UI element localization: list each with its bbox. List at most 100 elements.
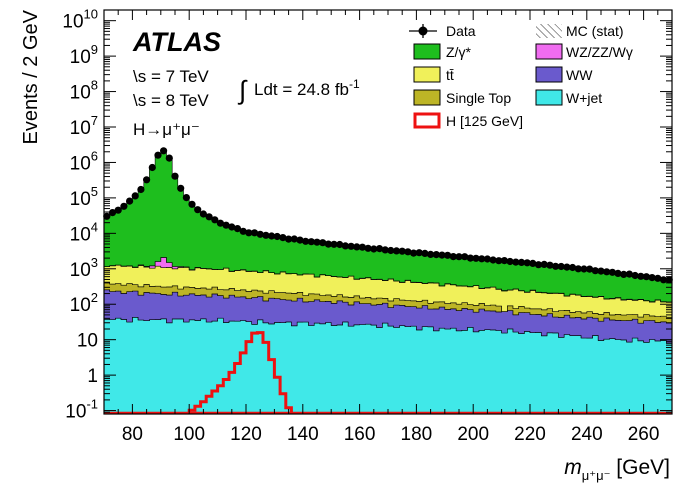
legend-zgamma: Z/γ* bbox=[413, 43, 471, 60]
x-tick-label: 160 bbox=[344, 424, 376, 445]
legend-wjet: W+jet bbox=[535, 89, 602, 106]
svg-text:Data: Data bbox=[446, 23, 476, 39]
data-point bbox=[381, 246, 389, 254]
data-point bbox=[552, 262, 560, 270]
experiment-label: ATLAS bbox=[132, 27, 221, 57]
data-point bbox=[625, 270, 634, 278]
data-point bbox=[398, 247, 406, 255]
svg-text:MC (stat): MC (stat) bbox=[566, 23, 624, 39]
legend-higgs: H [125 GeV] bbox=[413, 112, 523, 129]
data-point bbox=[466, 254, 474, 262]
data-point bbox=[637, 272, 645, 280]
data-point bbox=[290, 235, 298, 243]
data-point bbox=[534, 261, 543, 269]
data-point bbox=[563, 263, 571, 271]
data-point bbox=[654, 274, 662, 282]
data-point bbox=[216, 219, 224, 227]
data-point bbox=[114, 206, 122, 214]
data-point bbox=[517, 258, 526, 266]
data-point bbox=[324, 240, 332, 248]
y-tick-label: 103 bbox=[70, 255, 98, 281]
x-tick-label: 240 bbox=[571, 424, 603, 445]
x-tick-label: 120 bbox=[230, 424, 262, 445]
data-point bbox=[512, 258, 520, 266]
data-point bbox=[614, 269, 622, 277]
data-point bbox=[472, 254, 480, 262]
data-point bbox=[211, 216, 219, 224]
y-tick-label: 10 bbox=[77, 331, 98, 352]
data-point bbox=[586, 265, 594, 273]
data-point bbox=[358, 243, 366, 251]
y-tick-label: 107 bbox=[70, 113, 98, 139]
data-point bbox=[370, 245, 378, 253]
data-point bbox=[455, 253, 463, 261]
data-point bbox=[438, 251, 446, 259]
data-point bbox=[387, 246, 395, 255]
data-point bbox=[296, 236, 304, 244]
x-axis-title: mμ⁺μ⁻ [GeV] bbox=[564, 456, 670, 483]
data-point bbox=[597, 267, 605, 275]
data-point bbox=[154, 151, 162, 159]
data-point bbox=[148, 163, 156, 172]
data-point bbox=[341, 242, 349, 250]
energy-7tev-label: \s = 7 TeV bbox=[133, 67, 209, 86]
data-point bbox=[648, 274, 656, 282]
data-point bbox=[285, 235, 293, 243]
data-point bbox=[591, 267, 599, 275]
x-tick-label: 260 bbox=[628, 424, 660, 445]
data-point bbox=[569, 263, 577, 272]
data-point bbox=[250, 229, 259, 237]
data-point bbox=[461, 253, 469, 261]
data-point bbox=[603, 268, 611, 276]
x-tick-label: 100 bbox=[173, 424, 205, 445]
data-point bbox=[245, 229, 253, 237]
data-point bbox=[500, 257, 508, 265]
data-point bbox=[642, 273, 651, 281]
svg-text:W+jet: W+jet bbox=[566, 90, 602, 106]
data-point bbox=[171, 172, 179, 180]
data-point bbox=[194, 206, 202, 214]
integral-sign: ∫ bbox=[237, 75, 248, 105]
data-point bbox=[222, 221, 230, 229]
legend-ttbar: tt̄ bbox=[413, 66, 454, 83]
data-point bbox=[375, 245, 384, 253]
data-point bbox=[415, 249, 423, 257]
data-point bbox=[546, 261, 554, 269]
y-tick-label: 1010 bbox=[62, 7, 98, 33]
data-point bbox=[410, 249, 418, 257]
data-point bbox=[137, 185, 145, 194]
data-point bbox=[608, 268, 617, 276]
data-point bbox=[489, 256, 497, 264]
data-point bbox=[336, 240, 344, 249]
data-point bbox=[256, 230, 264, 238]
y-tick-label: 106 bbox=[70, 148, 98, 174]
channel-label: H→μ⁺μ⁻ bbox=[133, 120, 200, 139]
data-point bbox=[574, 265, 582, 273]
data-point bbox=[659, 276, 668, 284]
data-point bbox=[228, 223, 236, 231]
data-point bbox=[506, 257, 514, 266]
x-tick-label: 80 bbox=[122, 424, 143, 445]
y-tick-label: 105 bbox=[70, 184, 98, 210]
data-point bbox=[540, 260, 548, 268]
y-axis-title: Events / 2 GeV bbox=[20, 9, 42, 144]
y-tick-label: 10-1 bbox=[65, 397, 98, 423]
data-point bbox=[483, 255, 491, 263]
data-point bbox=[108, 209, 117, 217]
data-point bbox=[427, 250, 435, 258]
data-point bbox=[353, 243, 361, 251]
data-point bbox=[239, 227, 247, 235]
luminosity-label: Ldt = 24.8 fb-1 bbox=[254, 77, 360, 99]
y-tick-label: 1 bbox=[87, 366, 98, 387]
energy-8tev-label: \s = 8 TeV bbox=[133, 91, 209, 110]
y-tick-label: 104 bbox=[70, 219, 98, 245]
higgs-signal-outline bbox=[182, 331, 303, 414]
data-point bbox=[631, 271, 639, 280]
data-point bbox=[307, 238, 315, 246]
svg-text:Single Top: Single Top bbox=[446, 90, 511, 106]
x-tick-label: 220 bbox=[514, 424, 546, 445]
data-point bbox=[268, 232, 276, 240]
data-point bbox=[557, 262, 565, 271]
svg-text:H [125 GeV]: H [125 GeV] bbox=[446, 113, 523, 129]
